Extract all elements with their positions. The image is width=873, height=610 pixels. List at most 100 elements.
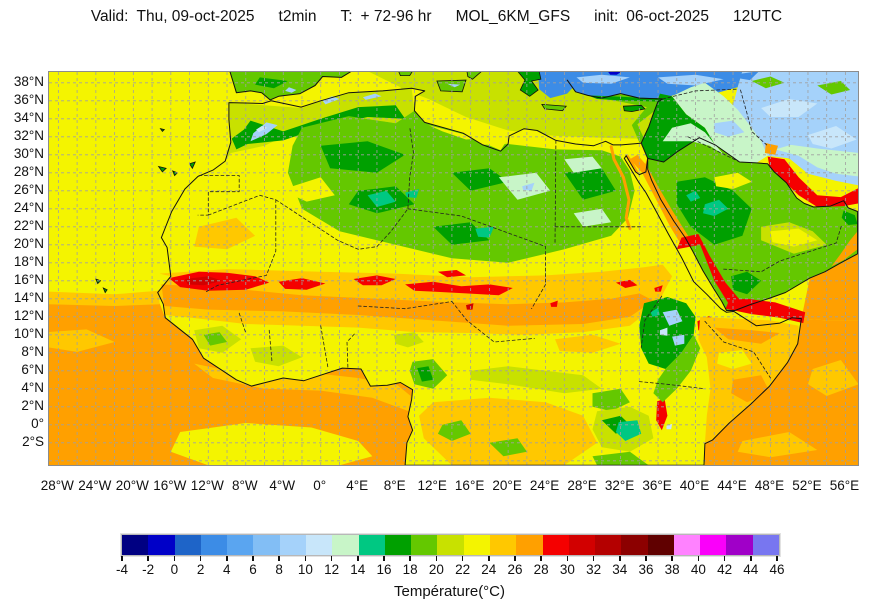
border-ethiopia-somalia [704, 320, 771, 379]
lon-label: 20°E [492, 478, 522, 493]
lon-label: 24°W [78, 478, 112, 493]
colorbar-segment [752, 535, 780, 555]
lon-label: 48°E [754, 478, 785, 493]
lon-label: 8°E [383, 478, 406, 493]
lat-label: 2°S [22, 433, 44, 449]
atlantic-gold-band [49, 290, 160, 306]
border-benin-nigeria [346, 333, 355, 368]
lon-label: 52°E [792, 478, 822, 493]
red-sea-south-red [676, 234, 741, 304]
colorbar-tick [278, 556, 280, 561]
lat-label: 20°N [13, 235, 44, 251]
colorbar-tick-label: 20 [428, 562, 444, 577]
colorbar-segment [148, 535, 175, 555]
caucasus-blue [738, 72, 759, 81]
mauritania-gold [194, 217, 256, 250]
lat-label: 26°N [13, 181, 44, 197]
colorbar-tick-label: 34 [612, 562, 628, 577]
ethiopia-lightblue-1 [662, 309, 683, 326]
turkey-navy-spot [608, 72, 622, 75]
leadtime-group: T: + 72-96 hr [340, 8, 431, 26]
lon-label: 36°E [642, 478, 672, 493]
crete [541, 103, 567, 112]
colorbar-segment [595, 535, 622, 555]
lon-label: 32°E [604, 478, 635, 493]
niger-chad-red [405, 281, 513, 296]
somalia-yellow [717, 350, 752, 369]
coast-arabia [647, 137, 858, 311]
lon-label: 4°E [346, 478, 369, 493]
colorbar-tick [252, 556, 254, 561]
colorbar-tick [435, 556, 438, 561]
border-chad-car [451, 301, 535, 343]
colorbar-segment [621, 535, 648, 555]
colorbar-tick-labels: -4 -2 0 2 4 6 8 10 12 14 16 18 20 22 24 26 28 30 32 34 36 38 4… [116, 562, 785, 578]
darfur-red-dot [550, 300, 558, 307]
colorbar-tick [514, 556, 516, 561]
border-mauritania-mali [205, 194, 277, 293]
sahel-orange-band [161, 284, 654, 326]
mali-yellow-gap [292, 177, 335, 202]
temperature-map [49, 72, 858, 465]
colorbar-tick [409, 556, 411, 561]
south-sudan-gold [555, 334, 621, 353]
colorbar-segment [700, 535, 727, 555]
sahara-green-4 [564, 168, 616, 200]
levantine-sea-green [592, 92, 660, 143]
lat-label: 6°N [21, 361, 44, 377]
colorbar-tick [488, 556, 490, 561]
colorbar-tick [540, 556, 542, 561]
colorbar-segment [489, 535, 517, 555]
lon-label: 24°E [529, 478, 560, 493]
lake-victoria-teal [615, 420, 642, 441]
libya-lightblue-dot [522, 182, 535, 191]
colorbar-tick [697, 556, 700, 561]
colorbar-segment [253, 535, 280, 555]
border-egypt-israel [640, 142, 649, 159]
border-iran-iraq [740, 89, 768, 146]
lat-label: 4°N [21, 379, 44, 395]
border-kenya-north [638, 381, 706, 390]
colorbar-tick [199, 556, 202, 561]
indian-gold-1 [737, 432, 818, 458]
arabia-teal-2 [686, 190, 701, 202]
colorbar-tick-label: -2 [142, 562, 155, 577]
lat-label: 32°N [13, 127, 44, 143]
colorbar-tick-label: 0 [170, 562, 179, 577]
colorbar-tick-label: 22 [455, 562, 471, 577]
colorbar-tick-label: 2 [196, 562, 205, 577]
init-group: init: 06-oct-2025 [594, 8, 709, 26]
canary-island-1 [157, 165, 167, 173]
high-atlas-lightblue [250, 122, 278, 142]
colorbar-tick-label: 26 [507, 562, 523, 577]
fouta-djallon-core [203, 332, 227, 346]
cycle-value: 12UTC [733, 8, 783, 25]
colorbar-tick [304, 556, 307, 561]
colorbar-segment [542, 535, 569, 555]
colorbar-tick-label: 8 [275, 562, 283, 577]
ethiopia-lightblue-2 [672, 334, 685, 346]
lat-label: 36°N [13, 91, 44, 107]
sahara-green-5 [433, 222, 490, 245]
colorbar-tick [671, 556, 673, 561]
colorbar-tick-label: 6 [249, 562, 257, 577]
indian-ocean [704, 318, 858, 465]
lon-label: 56°E [829, 478, 860, 493]
colorbar-tick-label: 16 [376, 562, 392, 577]
forecast-title: Valid: Thu, 09-oct-2025 t2min T: + 72-96… [0, 8, 873, 26]
colorbar-tick-label: 36 [638, 562, 654, 577]
lon-label: 28°W [40, 478, 74, 493]
border-libya-chad-sudan [407, 208, 547, 310]
colorbar-tick-label: 18 [402, 562, 418, 577]
sierra-nevada-blue [285, 87, 297, 93]
red-sea-north-orange [629, 154, 695, 247]
colorbar-tick [566, 556, 569, 561]
colorbar-tick [461, 556, 464, 561]
cycle-group: 12UTC [733, 8, 782, 26]
border-iraq-saudi [687, 136, 740, 163]
sahara-green-1 [320, 141, 406, 173]
oman-mountains-green [841, 210, 858, 225]
senegal-mali-darkred [184, 276, 223, 286]
valid-group: Valid: Thu, 09-oct-2025 [91, 8, 255, 26]
